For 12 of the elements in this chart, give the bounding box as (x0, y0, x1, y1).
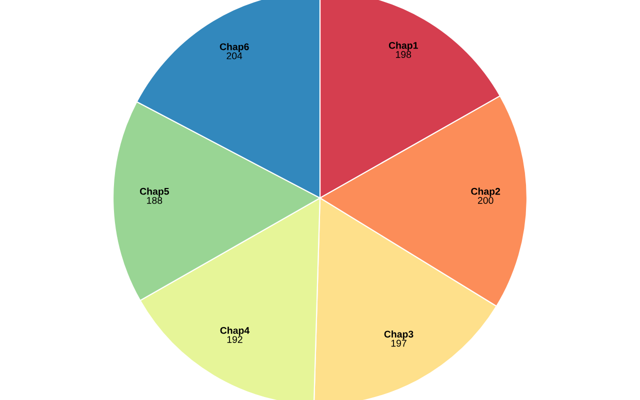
slice-label: Chap2 (471, 188, 500, 197)
slice-label: Chap3 (384, 330, 414, 340)
data-label: 200 (478, 196, 494, 204)
slice-label: Chap5 (140, 188, 170, 197)
slice-label: Chap4 (220, 326, 250, 336)
data-label: 188 (147, 196, 162, 204)
slice-label: Chap1 (388, 42, 418, 51)
data-label: 192 (227, 336, 242, 343)
data-label: 197 (391, 340, 406, 347)
data-label: 198 (396, 51, 412, 58)
data-label: 204 (226, 52, 242, 60)
slice-label: Chap6 (220, 43, 249, 52)
